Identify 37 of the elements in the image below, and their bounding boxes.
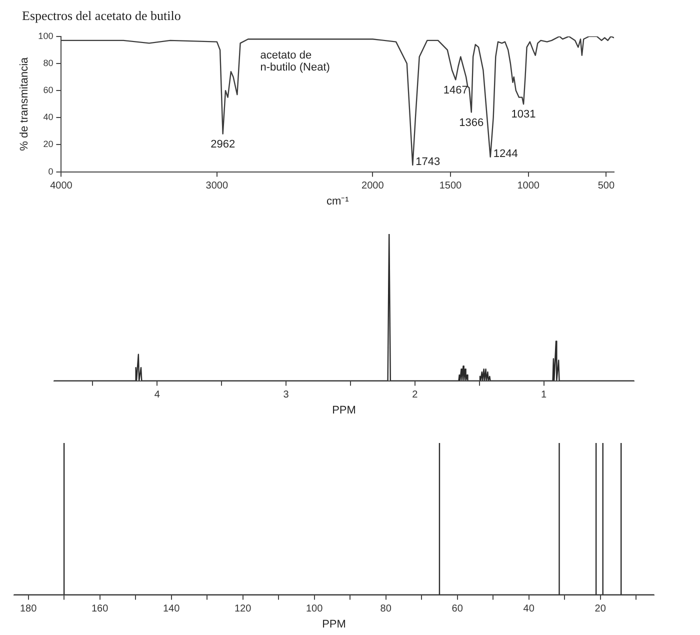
x-tick-label: 40: [523, 604, 535, 615]
x-tick-label: 1500: [439, 180, 462, 192]
x-tick-label: 100: [306, 604, 324, 615]
x-tick-label: 4: [154, 390, 160, 401]
annotation: 1031: [511, 108, 536, 121]
x-tick-label: 120: [234, 604, 252, 615]
annotation: acetato de n-butilo (Neat): [260, 49, 330, 74]
x-tick-label: 3000: [206, 180, 228, 192]
chart-title: Espectros del acetato de butilo: [22, 8, 182, 24]
x-tick-label: 160: [91, 604, 109, 615]
x-tick-label: 1000: [517, 180, 540, 192]
annotation: 1467: [443, 84, 468, 96]
x-tick-label: 500: [598, 180, 615, 192]
annotation: 1743: [416, 156, 440, 168]
x-axis-title: PPM: [332, 404, 356, 416]
x-tick-label: 60: [452, 604, 464, 615]
y-tick-label: 100: [38, 30, 54, 41]
x-tick-label: 180: [20, 604, 38, 615]
annotation: 2962: [210, 138, 236, 150]
y-tick-label: 20: [43, 139, 54, 150]
annotation: 1244: [493, 148, 518, 160]
x-tick-label: 2000: [362, 180, 384, 192]
x-axis-title: PPM: [322, 618, 346, 630]
x-tick-label: 80: [380, 604, 392, 615]
y-tick-label: 60: [43, 85, 54, 96]
x-tick-label: 140: [162, 604, 180, 615]
y-tick-label: 80: [43, 58, 54, 68]
x-tick-label: 1: [540, 390, 547, 401]
x-axis-title: cm⁻¹: [326, 195, 350, 208]
x-tick-label: 20: [594, 604, 606, 615]
x-tick-label: 4000: [50, 180, 73, 192]
y-tick-label: 40: [43, 112, 54, 122]
y-tick-label: 0: [48, 166, 54, 176]
annotation: 1366: [459, 116, 484, 129]
y-axis-title: % de transmitancia: [18, 56, 31, 151]
x-tick-label: 2: [412, 390, 418, 401]
x-tick-label: 3: [283, 390, 290, 401]
